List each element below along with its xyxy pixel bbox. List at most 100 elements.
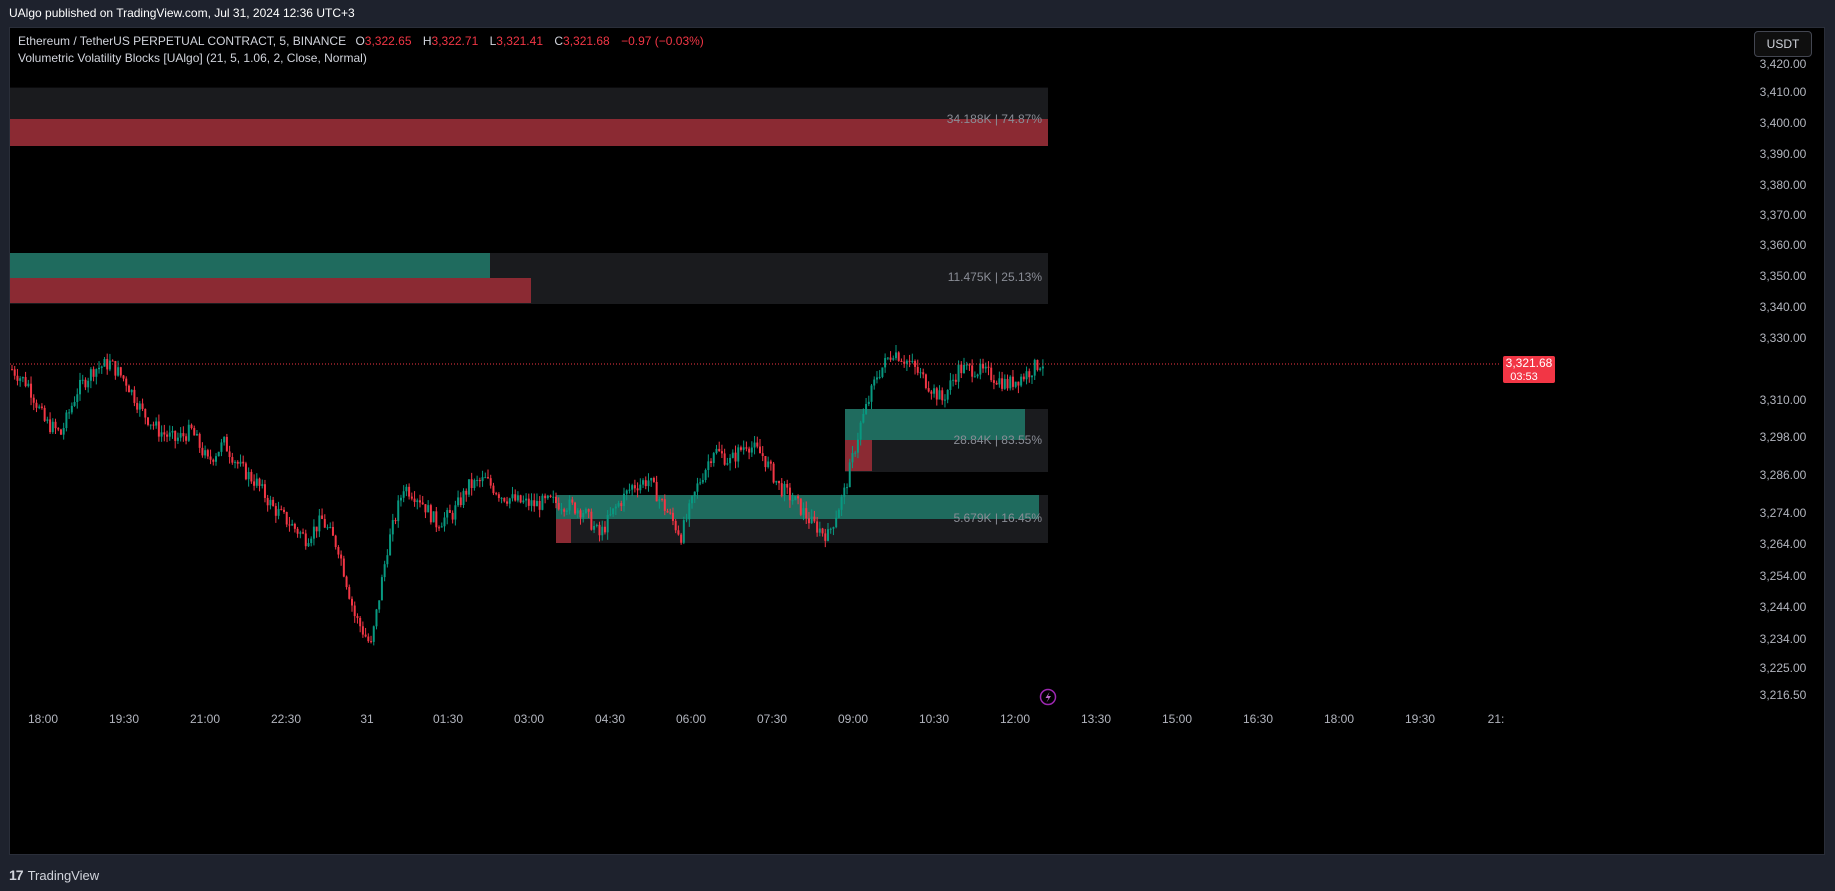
candle-body [359, 617, 362, 627]
candle-body [671, 512, 674, 521]
candle-body [147, 417, 149, 425]
candle-body [658, 498, 661, 502]
candle-body [285, 512, 288, 525]
candle-body [992, 380, 995, 383]
candle-body [484, 477, 487, 479]
candle-body [138, 403, 141, 410]
candle-body [1036, 359, 1039, 370]
candle-body [49, 419, 52, 433]
candle-body [914, 361, 917, 367]
candle-body [133, 389, 136, 403]
candle-body [312, 526, 315, 539]
candle-body [987, 366, 990, 368]
lightning-icon-glyph[interactable] [1045, 692, 1052, 703]
candle-body [383, 564, 386, 578]
candle-body [519, 495, 522, 503]
candle-body [30, 383, 33, 398]
candle-body [813, 516, 816, 522]
tradingview-branding[interactable]: 17 TradingView [9, 865, 99, 885]
time-axis-label: 21: [1488, 712, 1505, 726]
candle-body [895, 352, 897, 359]
candle-body [971, 365, 974, 377]
candle-body [848, 462, 851, 488]
candle-body [1009, 376, 1012, 389]
candle-body [617, 503, 620, 507]
candle-body [867, 401, 870, 405]
time-axis-label: 01:30 [433, 712, 463, 726]
candle-body [927, 388, 930, 392]
candle-body [236, 461, 239, 464]
candle-body [209, 456, 212, 460]
candle-body [642, 480, 645, 485]
time-axis-label: 21:00 [190, 712, 220, 726]
candle-body [157, 421, 160, 437]
candle-body [824, 533, 827, 541]
lightning-icon[interactable] [1039, 688, 1057, 706]
bar-countdown: 03:53 [1510, 371, 1538, 383]
candle-body [726, 463, 729, 465]
candle-body [688, 503, 691, 520]
candle-body [451, 512, 454, 520]
indicator-title[interactable]: Volumetric Volatility Blocks [UAlgo] (21… [18, 51, 367, 65]
candle-body [187, 424, 190, 441]
candle-body [590, 511, 593, 530]
candle-body [130, 389, 133, 393]
candle-body [903, 361, 906, 364]
candle-body [767, 461, 770, 468]
candle-body [244, 463, 247, 480]
candle-body [389, 534, 392, 556]
candle-body [413, 498, 416, 503]
candle-body [696, 483, 699, 492]
candle-body [46, 419, 49, 421]
candle-body [334, 535, 337, 548]
candle-body [973, 376, 976, 378]
candle-body [136, 402, 139, 410]
candle-body [552, 496, 555, 498]
candle-body [269, 499, 272, 506]
candle-body [21, 377, 24, 379]
candle-body [546, 495, 549, 499]
price-axis-label: 3,310.00 [1760, 393, 1807, 407]
candle-body [799, 498, 802, 515]
candle-body [897, 352, 900, 361]
candle-body [807, 518, 810, 524]
currency-button[interactable]: USDT [1754, 31, 1812, 57]
time-axis-label: 10:30 [919, 712, 949, 726]
candle-body [875, 377, 878, 380]
candle-body [922, 372, 925, 375]
candle-body [277, 508, 280, 516]
candle-body [739, 447, 742, 450]
tradingview-logo-icon: 17 [9, 867, 24, 883]
candle-body [802, 508, 805, 515]
candle-body [557, 503, 560, 510]
candle-body [179, 433, 182, 438]
candle-body [884, 358, 887, 368]
price-axis-label: 3,254.00 [1760, 569, 1807, 583]
candle-body [810, 516, 813, 524]
candle-body [827, 529, 829, 541]
candle-body [361, 626, 364, 635]
indicator-row[interactable]: Volumetric Volatility Blocks [UAlgo] (21… [18, 50, 712, 67]
candle-body [745, 447, 748, 449]
symbol-title[interactable]: Ethereum / TetherUS PERPETUAL CONTRACT, … [18, 34, 347, 48]
candle-body [193, 428, 196, 436]
candle-body [288, 524, 291, 526]
candle-body [1033, 359, 1036, 376]
candle-body [731, 452, 734, 458]
chart-frame[interactable]: 3,420.00 3,410.00 3,400.00 3,390.00 3,380.00… [9, 27, 1825, 855]
price-chart[interactable]: 3,420.00 3,410.00 3,400.00 3,390.00 3,380.00… [10, 28, 1825, 855]
candle-body [356, 616, 359, 618]
price-axis-label: 3,350.00 [1760, 269, 1807, 283]
candle-body [832, 527, 835, 529]
candle-body [435, 511, 438, 528]
candle-body [171, 430, 174, 433]
price-axis-label: 3,225.00 [1760, 661, 1807, 675]
candle-body [394, 520, 397, 522]
candle-body [712, 453, 715, 463]
candle-body [938, 390, 941, 400]
time-axis-label: 16:30 [1243, 712, 1273, 726]
candle-body [794, 496, 797, 501]
candle-body [410, 496, 413, 499]
candle-body [647, 480, 650, 487]
candle-body [65, 412, 68, 429]
